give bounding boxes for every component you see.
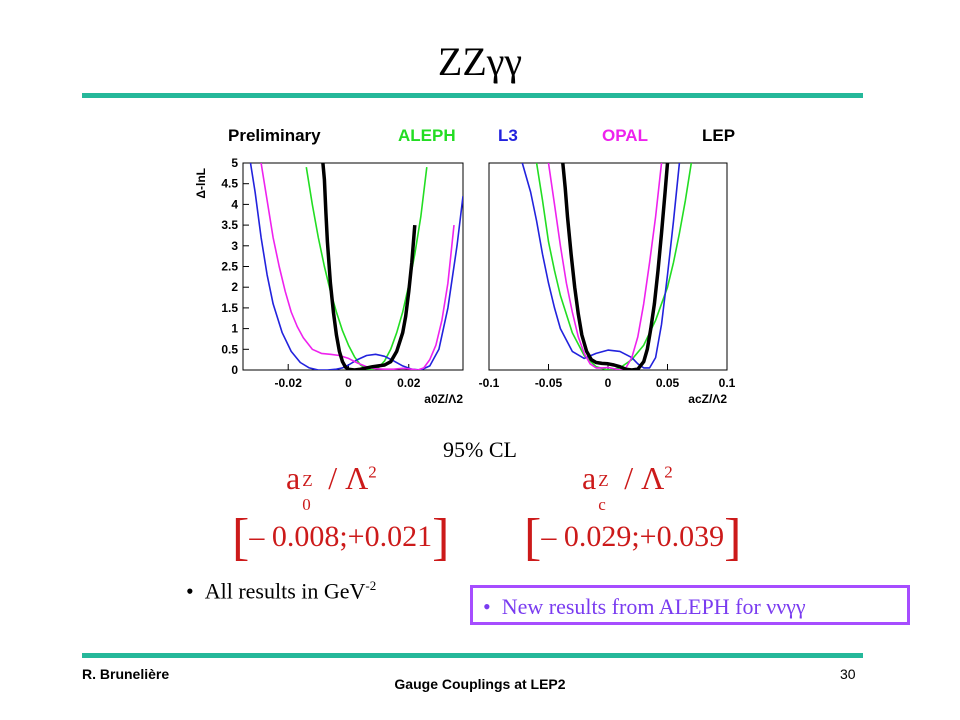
x-tick-label-1-2: 0 <box>605 376 612 390</box>
slide-title: ZZγγ <box>437 39 523 84</box>
series-line-0-opal <box>260 163 455 370</box>
x-tick-label-1-3: 0.05 <box>656 376 680 390</box>
series-line-1-opal <box>547 163 663 370</box>
interval-a0: [– 0.008;+0.021] <box>232 509 450 566</box>
legend-opal: OPAL <box>602 126 648 145</box>
x-tick-label-0-0: -0.02 <box>275 376 303 390</box>
legend-preliminary: Preliminary <box>228 126 321 145</box>
legend-l3: L3 <box>498 126 518 145</box>
y-axis-label-0: Δ-lnL <box>194 168 208 199</box>
bottom-divider <box>82 653 863 658</box>
y-tick-label-0-9: 4.5 <box>221 177 238 191</box>
series-line-0-lep <box>321 163 417 370</box>
x-tick-label-1-1: -0.05 <box>535 376 563 390</box>
y-tick-label-0-2: 1 <box>231 322 238 336</box>
plot-frame-0 <box>242 162 464 371</box>
interval-ac-text: – 0.029;+0.039 <box>541 520 725 553</box>
series-line-1-l3 <box>521 163 681 369</box>
confidence-level-label: 95% CL <box>443 437 517 462</box>
y-tick-label-0-7: 3.5 <box>221 218 238 232</box>
x-axis-label-0: a0Z/Λ2 <box>424 392 463 406</box>
x-axis-label-1: acZ/Λ2 <box>688 392 727 406</box>
interval-a0-text: – 0.008;+0.021 <box>249 520 433 553</box>
y-tick-label-0-3: 1.5 <box>221 301 238 315</box>
y-tick-label-0-6: 3 <box>231 239 238 253</box>
x-tick-label-0-1: 0 <box>345 376 352 390</box>
plot-frame-1 <box>488 162 728 371</box>
y-tick-label-0-4: 2 <box>231 280 238 294</box>
page-number: 30 <box>840 666 856 682</box>
series-line-1-lep <box>561 163 670 370</box>
footer-title: Gauge Couplings at LEP2 <box>394 676 566 692</box>
y-tick-label-0-1: 0.5 <box>221 342 238 356</box>
x-tick-label-1-4: 0.1 <box>719 376 736 390</box>
y-tick-label-0-0: 0 <box>231 363 238 377</box>
x-tick-label-1-0: -0.1 <box>479 376 500 390</box>
top-divider <box>82 93 863 98</box>
legend-aleph: ALEPH <box>398 126 456 145</box>
new-results-text: New results from ALEPH for ννγγ <box>501 594 806 619</box>
interval-ac: [– 0.029;+0.039] <box>524 509 742 566</box>
y-tick-label-0-10: 5 <box>231 156 238 170</box>
new-results-callout: • New results from ALEPH for ννγγ <box>470 585 910 625</box>
legend-lep: LEP <box>702 126 736 145</box>
y-tick-label-0-5: 2.5 <box>221 260 238 274</box>
x-tick-label-0-2: 0.02 <box>397 376 421 390</box>
footer-author: R. Brunelière <box>82 666 170 682</box>
bullet-units: • All results in GeV-2 <box>186 578 377 604</box>
series-line-0-l3 <box>249 163 463 370</box>
y-tick-label-0-8: 4 <box>231 197 238 211</box>
